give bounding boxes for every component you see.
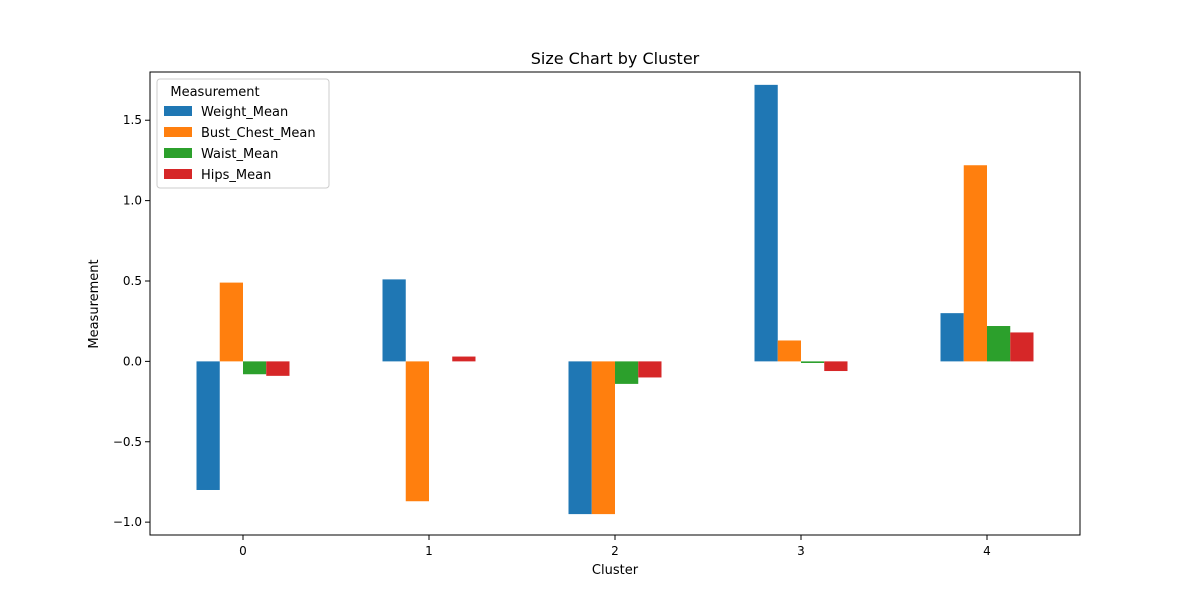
bar-hips-mean-cluster-1	[452, 356, 476, 362]
x-tick-label: 4	[983, 544, 991, 558]
bars-layer	[196, 84, 1034, 515]
bar-waist-mean-cluster-2	[615, 361, 639, 384]
bar-hips-mean-cluster-4	[1010, 332, 1034, 362]
bar-bust-chest-mean-cluster-3	[777, 340, 801, 362]
bar-hips-mean-cluster-3	[824, 361, 848, 372]
chart-title: Size Chart by Cluster	[531, 49, 700, 68]
bar-weight-mean-cluster-0	[196, 361, 220, 490]
bar-weight-mean-cluster-4	[940, 313, 964, 362]
bar-hips-mean-cluster-0	[266, 361, 290, 376]
bar-bust-chest-mean-cluster-2	[591, 361, 615, 515]
legend-swatch-bust-chest-mean	[164, 127, 192, 137]
bar-bust-chest-mean-cluster-4	[963, 165, 987, 362]
x-tick-label: 2	[611, 544, 619, 558]
legend-title: Measurement	[170, 85, 259, 100]
x-axis-label: Cluster	[592, 563, 639, 578]
bar-waist-mean-cluster-4	[987, 326, 1011, 362]
axes-layer: 0 1 2 3 4 −1.0 −0.5 0.0 0.5 1.0 1.5	[113, 71, 1081, 558]
bar-waist-mean-cluster-0	[243, 361, 267, 375]
legend-label-bust-chest-mean: Bust_Chest_Mean	[201, 126, 316, 141]
bar-bust-chest-mean-cluster-1	[405, 361, 429, 502]
y-tick-label: 0.0	[123, 354, 142, 368]
bar-weight-mean-cluster-3	[754, 84, 778, 362]
legend-box	[156, 78, 330, 189]
bar-hips-mean-cluster-2	[638, 361, 662, 378]
bar-weight-mean-cluster-2	[568, 361, 592, 515]
y-tick-label: 0.5	[123, 274, 142, 288]
legend-label-hips-mean: Hips_Mean	[201, 168, 271, 183]
y-tick-label: 1.5	[123, 113, 142, 127]
legend-swatch-waist-mean	[164, 148, 192, 158]
x-tick-label: 0	[239, 544, 247, 558]
x-tick-label: 3	[797, 544, 805, 558]
y-tick-label: 1.0	[123, 194, 142, 208]
y-tick-label: −0.5	[113, 435, 142, 449]
legend-label-waist-mean: Waist_Mean	[201, 147, 278, 162]
legend-label-weight-mean: Weight_Mean	[201, 105, 288, 120]
bar-weight-mean-cluster-1	[382, 279, 406, 362]
y-axis-label: Measurement	[87, 259, 102, 348]
legend-swatch-hips-mean	[164, 169, 192, 179]
x-tick-label: 1	[425, 544, 433, 558]
y-tick-label: −1.0	[113, 515, 142, 529]
bar-bust-chest-mean-cluster-0	[219, 282, 243, 362]
legend-swatch-weight-mean	[164, 106, 192, 116]
legend: Measurement Weight_Mean Bust_Chest_Mean Wai…	[156, 78, 330, 189]
bar-waist-mean-cluster-3	[801, 361, 825, 363]
